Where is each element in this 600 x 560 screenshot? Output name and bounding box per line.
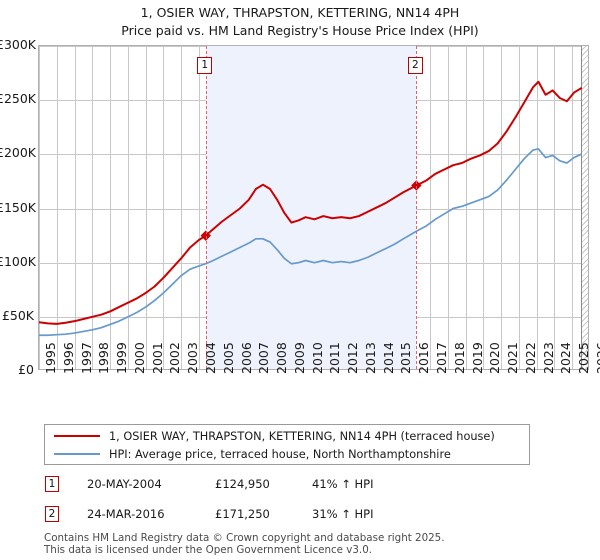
y-axis-tick-label: £0 [18,362,34,377]
transaction-hpi-delta-2: 31% ↑ HPI [312,507,374,521]
x-axis-tick-label: 2025 [576,342,592,374]
title-address: 1, OSIER WAY, THRAPSTON, KETTERING, NN14… [140,5,460,20]
x-axis-tick-label: 2021 [505,342,521,374]
transaction-vertical-line [205,46,207,369]
legend-label-property: 1, OSIER WAY, THRAPSTON, KETTERING, NN14… [109,429,495,443]
x-axis-tick-label: 2014 [380,342,396,374]
x-axis-tick-label: 2017 [434,342,450,374]
x-axis-tick-label: 2023 [540,342,556,374]
x-axis-tick-label: 2016 [416,342,432,374]
x-axis-tick-label: 1998 [96,342,112,374]
transaction-price-1: £124,950 [215,477,270,491]
x-axis-tick-label: 2024 [558,342,574,374]
legend-swatch-property [54,435,100,437]
x-axis-tick-label: 2009 [291,342,307,374]
gridline-vertical [145,46,147,369]
transaction-date-2: 24-MAR-2016 [87,507,165,521]
x-axis-tick-label: 2007 [256,342,272,374]
footer-licence: This data is licensed under the Open Gov… [44,544,373,556]
x-axis-tick-label: 1996 [60,342,76,374]
series-line-property [39,80,583,325]
transaction-index-1: 1 [45,476,59,492]
gridline-vertical [518,46,520,369]
chart-legend: 1, OSIER WAY, THRAPSTON, KETTERING, NN14… [44,424,530,465]
transaction-price-2: £171,250 [215,507,270,521]
title-subtitle: Price paid vs. HM Land Registry's House … [121,23,479,38]
legend-item-hpi: HPI: Average price, terraced house, Nort… [54,445,451,463]
gridline-vertical [39,46,40,369]
x-axis-tick-label: 2022 [522,342,538,374]
x-axis-tick-label: 2001 [149,342,165,374]
x-axis-tick-label: 2019 [469,342,485,374]
y-axis-tick-label: £150K [0,199,37,215]
chart-marker-box-2[interactable]: 2 [407,57,423,74]
x-axis-tick-label: 2015 [398,342,414,374]
gridline-vertical [127,46,129,369]
no-data-hatch [581,46,588,369]
gridline-vertical [554,46,556,369]
chart-marker-box-1[interactable]: 1 [197,57,213,74]
x-axis-tick-label: 2008 [274,342,290,374]
gridline-vertical [447,46,449,369]
gridline-vertical [536,46,538,369]
gridline-vertical [501,46,503,369]
transaction-date-1: 20-MAY-2004 [87,477,162,491]
gridline-vertical [110,46,112,369]
gridline-vertical [56,46,58,369]
y-axis-tick-label: £200K [0,145,37,161]
x-axis-tick-label: 2020 [487,342,503,374]
gridline-vertical [572,46,574,369]
gridline-vertical [181,46,183,369]
gridline-vertical [465,46,467,369]
transaction-hpi-delta-1: 41% ↑ HPI [312,477,374,491]
x-axis-tick-label: 2004 [202,342,218,374]
y-axis-tick-label: £250K [0,91,37,107]
x-axis-tick-label: 2003 [185,342,201,374]
y-axis-tick-label: £50K [1,307,34,323]
x-axis-tick-label: 1995 [43,342,58,374]
transaction-index-2: 2 [45,506,59,522]
page-title: 1, OSIER WAY, THRAPSTON, KETTERING, NN14… [0,0,600,40]
price-chart[interactable] [38,45,589,370]
x-axis-tick-label: 2013 [362,342,378,374]
x-axis-tick-label: 2005 [220,342,236,374]
legend-item-property: 1, OSIER WAY, THRAPSTON, KETTERING, NN14… [54,427,495,445]
x-axis-tick-label: 2018 [451,342,467,374]
gridline-vertical [74,46,76,369]
x-axis-tick-label: 2006 [238,342,254,374]
transaction-vertical-line [416,46,418,369]
gridline-vertical [430,46,432,369]
footer-copyright: Contains HM Land Registry data © Crown c… [44,532,445,544]
x-axis-tick-label: 2000 [131,342,147,374]
y-axis-tick-label: £100K [0,253,37,269]
x-axis-tick-label: 2010 [309,342,325,374]
gridline-vertical [198,46,200,369]
legend-label-hpi: HPI: Average price, terraced house, Nort… [109,447,451,461]
legend-swatch-hpi [54,453,100,455]
chart-series-lines [39,80,583,337]
no-data-edge [581,46,583,369]
gridline-vertical [163,46,165,369]
gridline-vertical [92,46,94,369]
x-axis-tick-label: 2011 [327,342,343,374]
x-axis-tick-label: 2026 [594,342,600,374]
gridline-vertical [483,46,485,369]
x-axis-tick-label: 1999 [114,342,130,374]
x-axis-tick-label: 2012 [345,342,361,374]
series-line-hpi [39,148,582,337]
x-axis-tick-label: 2002 [167,342,183,374]
x-axis-tick-label: 1997 [78,342,94,374]
